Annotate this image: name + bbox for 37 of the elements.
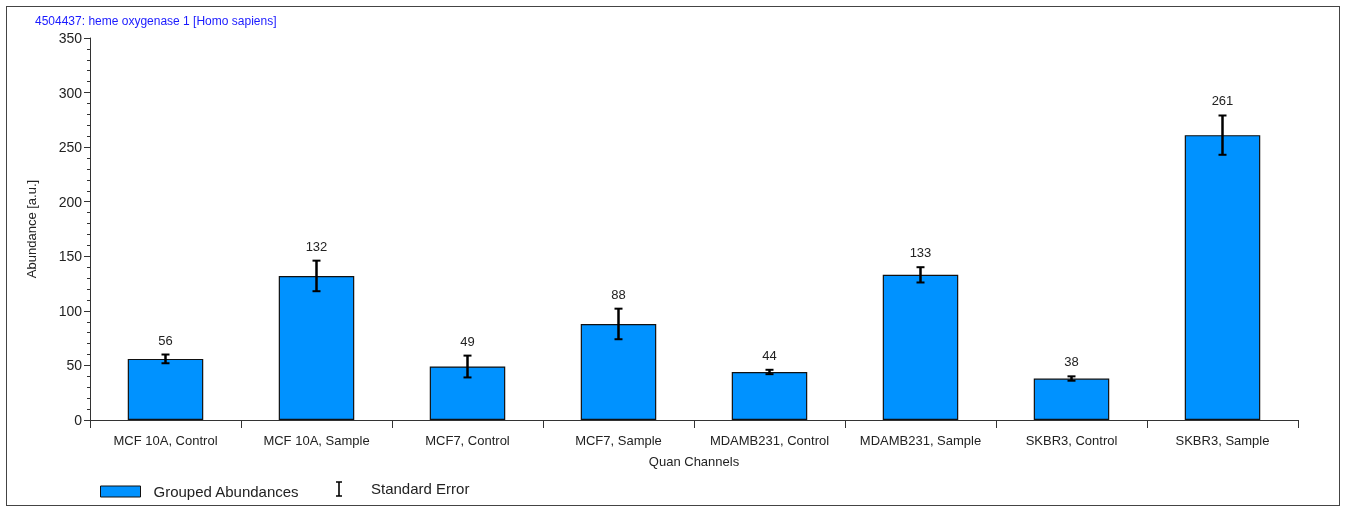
y-tick-label: 0 bbox=[74, 412, 83, 428]
y-tick-label: 250 bbox=[58, 139, 83, 156]
x-tick-label: MDAMB231, Sample bbox=[859, 433, 982, 448]
text: Standard Error bbox=[371, 480, 470, 497]
data-label: 133 bbox=[909, 245, 932, 261]
bar bbox=[127, 358, 204, 420]
x-tick-label: SKBR3, Control bbox=[1025, 433, 1118, 448]
data-label: 56 bbox=[158, 332, 173, 348]
data-label: 44 bbox=[762, 347, 777, 363]
y-tick-label: 350 bbox=[58, 30, 83, 46]
y-axis-title: Abundance [a.u.] bbox=[24, 179, 39, 279]
data-label: 132 bbox=[305, 238, 328, 254]
x-tick-label: MCF 10A, Control bbox=[113, 433, 218, 448]
bar bbox=[278, 275, 355, 420]
x-tick-label: MDAMB231, Control bbox=[709, 433, 830, 448]
chart-title: 4504437: heme oxygenase 1 [Homo sapiens] bbox=[35, 14, 277, 28]
x-axis-title: Quan Channels bbox=[648, 454, 740, 469]
y-tick-label: 300 bbox=[58, 84, 83, 101]
data-label: 88 bbox=[611, 286, 626, 302]
y-tick-label: 100 bbox=[58, 302, 83, 319]
y-tick-label: 50 bbox=[66, 357, 83, 374]
y-tick-label: 200 bbox=[58, 193, 83, 210]
bar bbox=[1033, 378, 1110, 420]
data-label: 38 bbox=[1064, 354, 1079, 370]
bar bbox=[1184, 135, 1261, 420]
x-tick-label: MCF7, Control bbox=[425, 433, 510, 448]
bar bbox=[731, 371, 808, 420]
x-tick-label: MCF7, Sample bbox=[575, 433, 662, 448]
x-tick-label: MCF 10A, Sample bbox=[263, 433, 370, 448]
x-tick-label: SKBR3, Sample bbox=[1175, 433, 1270, 448]
bar bbox=[429, 366, 506, 420]
bar bbox=[580, 323, 657, 420]
bar bbox=[882, 274, 959, 420]
data-label: 261 bbox=[1211, 93, 1234, 109]
y-tick-label: 150 bbox=[58, 248, 83, 265]
data-label: 49 bbox=[460, 333, 475, 349]
legend-label: Grouped Abundances bbox=[153, 483, 299, 500]
